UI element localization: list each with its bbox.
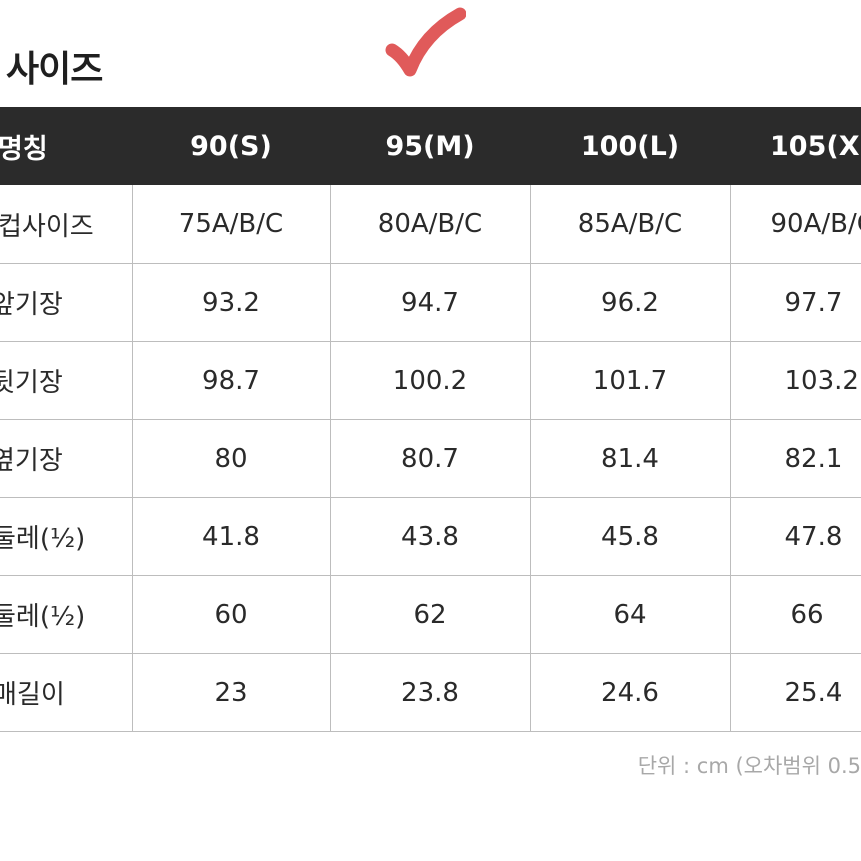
table-cell: 93.2 (132, 263, 331, 342)
table-cell: 97.7 (730, 263, 861, 342)
table-header-row: 명칭 90(S) 95(M) 100(L) 105(XL) (0, 107, 861, 185)
table-cell: 98.7 (132, 341, 331, 420)
row-label-text: 앞기장 (0, 290, 63, 320)
table-row: 컵사이즈 75A/B/C 80A/B/C 85A/B/C 90A/B/C (0, 185, 861, 264)
column-header: 105(XL) (770, 130, 861, 162)
table-cell: 80 (132, 419, 331, 498)
row-label: 앞기장 (0, 263, 133, 342)
page-title: 사이즈 (6, 49, 103, 90)
row-label: 컵사이즈 (0, 185, 133, 264)
table-row: 둘레(½) 60 62 64 66 (0, 575, 861, 654)
table-cell: 47.8 (730, 497, 861, 576)
table-row: 옆기장 80 80.7 81.4 82.1 (0, 419, 861, 498)
table-cell: 43.8 (330, 497, 531, 576)
row-label: 옆기장 (0, 419, 133, 498)
table-cell: 103.2 (730, 341, 861, 420)
table-cell: 60 (132, 575, 331, 654)
row-label: 둘레(½) (0, 497, 133, 576)
table-cell: 24.6 (530, 653, 731, 732)
table-cell: 82.1 (730, 419, 861, 498)
column-header: 95(M) (385, 130, 475, 162)
column-header: 100(L) (580, 130, 680, 162)
table-cell: 100.2 (330, 341, 531, 420)
table-cell: 41.8 (132, 497, 331, 576)
table-row: 둘레(½) 41.8 43.8 45.8 47.8 (0, 497, 861, 576)
table-cell: 75A/B/C (132, 185, 331, 264)
table-cell: 94.7 (330, 263, 531, 342)
table-row: 뒷기장 98.7 100.2 101.7 103.2 (0, 341, 861, 420)
table-cell: 80A/B/C (330, 185, 531, 264)
table-cell: 23.8 (330, 653, 531, 732)
column-header: 90(S) (190, 130, 272, 162)
table-row: 매길이 23 23.8 24.6 25.4 (0, 653, 861, 732)
table-cell: 25.4 (730, 653, 861, 732)
unit-note: 단위 : cm (오차범위 0.5 (637, 754, 861, 778)
table-cell: 23 (132, 653, 331, 732)
row-label-text: 컵사이즈 (0, 211, 94, 242)
table-cell: 66 (730, 575, 861, 654)
checkmark-icon (385, 7, 466, 77)
row-label-text: 뒷기장 (0, 368, 63, 398)
row-label: 둘레(½) (0, 575, 133, 654)
table-cell: 101.7 (530, 341, 731, 420)
table-row: 앞기장 93.2 94.7 96.2 97.7 (0, 263, 861, 342)
row-label-text: 둘레(½) (0, 524, 86, 554)
table-cell: 85A/B/C (530, 185, 731, 264)
row-label-text: 매길이 (0, 680, 65, 710)
table-cell: 80.7 (330, 419, 531, 498)
column-header: 명칭 (0, 133, 48, 165)
table-cell: 96.2 (530, 263, 731, 342)
row-label: 매길이 (0, 653, 133, 732)
table-cell: 81.4 (530, 419, 731, 498)
table-cell: 62 (330, 575, 531, 654)
size-table: 명칭 90(S) 95(M) 100(L) 105(XL) 컵사이즈 75A/B… (0, 107, 861, 732)
size-table-container: 명칭 90(S) 95(M) 100(L) 105(XL) 컵사이즈 75A/B… (0, 107, 861, 739)
row-label-text: 둘레(½) (0, 602, 86, 632)
table-cell: 90A/B/C (730, 185, 861, 264)
table-cell: 64 (530, 575, 731, 654)
row-label: 뒷기장 (0, 341, 133, 420)
table-cell: 45.8 (530, 497, 731, 576)
row-label-text: 옆기장 (0, 446, 63, 476)
